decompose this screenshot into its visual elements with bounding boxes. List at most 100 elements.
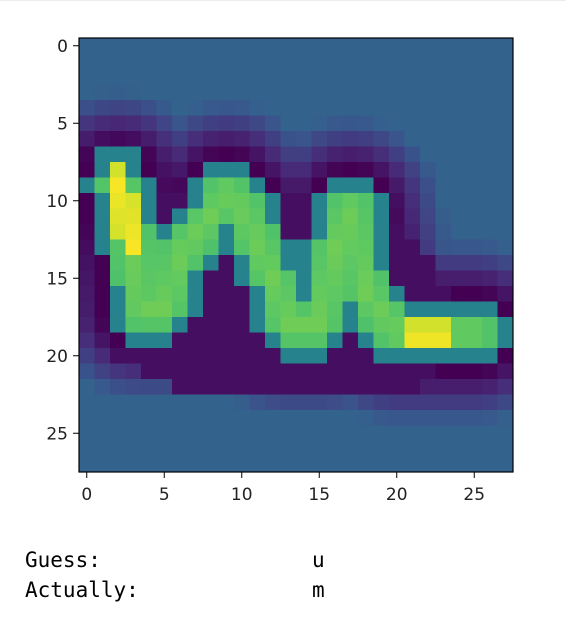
heatmap-cell (249, 394, 266, 411)
heatmap-cell (280, 193, 297, 209)
heatmap-cell (420, 208, 436, 225)
heatmap-cell (342, 115, 359, 132)
heatmap-cell (249, 208, 266, 225)
heatmap-cell (482, 425, 498, 442)
heatmap-cell (296, 146, 312, 163)
heatmap-cell (466, 69, 483, 85)
heatmap-cell (342, 425, 359, 442)
heatmap-cell (156, 379, 173, 395)
heatmap-cell (141, 348, 157, 364)
heatmap-cell (280, 146, 297, 163)
heatmap-cell (203, 301, 219, 318)
heatmap-cell (94, 162, 111, 178)
heatmap-cell (311, 425, 328, 442)
heatmap-cell (110, 38, 126, 54)
heatmap-cell (451, 410, 467, 426)
heatmap-cell (296, 286, 312, 302)
heatmap-cell (420, 456, 436, 473)
heatmap-cell (234, 410, 250, 426)
heatmap-cell (497, 332, 514, 349)
heatmap-cell (172, 193, 188, 209)
heatmap-cell (296, 363, 312, 380)
heatmap-cell (358, 301, 374, 318)
heatmap-cell (110, 224, 126, 240)
heatmap-cell (389, 301, 405, 318)
heatmap-cell (311, 146, 328, 163)
heatmap-cell (110, 410, 126, 426)
heatmap-cell (141, 84, 157, 101)
heatmap-cell (296, 224, 312, 240)
heatmap-cell (466, 193, 483, 209)
heatmap-cell (187, 162, 204, 178)
heatmap-cell (296, 332, 312, 349)
heatmap-cell (435, 363, 452, 380)
heatmap-cell (451, 193, 467, 209)
heatmap-cell (404, 394, 421, 411)
heatmap-cell (280, 441, 297, 457)
heatmap-cell (389, 286, 405, 302)
heatmap-cell (156, 208, 173, 225)
heatmap-cell (187, 193, 204, 209)
heatmap-cell (234, 100, 250, 116)
heatmap-cell (327, 162, 343, 178)
heatmap-cell (389, 456, 405, 473)
heatmap-cell (296, 193, 312, 209)
heatmap-cell (203, 270, 219, 287)
heatmap-cell (265, 146, 281, 163)
heatmap-cell (234, 332, 250, 349)
heatmap-cell (203, 239, 219, 256)
heatmap-cell (110, 270, 126, 287)
heatmap-cell (342, 131, 359, 147)
heatmap-cell (435, 239, 452, 256)
heatmap-cell (265, 348, 281, 364)
heatmap-cell (94, 193, 111, 209)
heatmap-cell (342, 69, 359, 85)
heatmap-cell (110, 425, 126, 442)
heatmap-cell (156, 162, 173, 178)
heatmap-cell (311, 456, 328, 473)
heatmap-cell (311, 162, 328, 178)
heatmap-cell (125, 177, 142, 194)
heatmap-cell (265, 239, 281, 256)
heatmap-cell (342, 146, 359, 163)
heatmap-cell (187, 348, 204, 364)
heatmap-cell (451, 224, 467, 240)
heatmap-cell (94, 425, 111, 442)
heatmap-cell (79, 69, 95, 85)
heatmap-cell (466, 208, 483, 225)
heatmap-cell (203, 146, 219, 163)
heatmap-cell (373, 69, 390, 85)
heatmap-cell (125, 255, 142, 271)
heatmap-cell (451, 100, 467, 116)
heatmap-cell (497, 348, 514, 364)
heatmap-cell (141, 131, 157, 147)
heatmap-cell (218, 69, 235, 85)
heatmap-cell (156, 115, 173, 132)
heatmap-cell (218, 425, 235, 442)
heatmap-cell (234, 441, 250, 457)
heatmap-cell (497, 425, 514, 442)
heatmap-cell (296, 208, 312, 225)
heatmap-cell (249, 193, 266, 209)
heatmap-cell (482, 53, 498, 70)
heatmap-cell (265, 425, 281, 442)
heatmap-cell (311, 208, 328, 225)
heatmap-cell (373, 270, 390, 287)
heatmap-cell (451, 301, 467, 318)
heatmap-cell (358, 410, 374, 426)
heatmap-cell (280, 317, 297, 333)
heatmap-cell (466, 425, 483, 442)
heatmap-cell (249, 317, 266, 333)
heatmap-cell (218, 177, 235, 194)
heatmap-cell (203, 38, 219, 54)
heatmap-cell (373, 425, 390, 442)
heatmap-cell (280, 394, 297, 411)
heatmap-cell (187, 84, 204, 101)
heatmap-cell (389, 115, 405, 132)
heatmap-cell (187, 146, 204, 163)
heatmap-cell (373, 53, 390, 70)
heatmap-cell (79, 456, 95, 473)
heatmap-cell (249, 177, 266, 194)
heatmap-cell (389, 100, 405, 116)
heatmap-cell (94, 348, 111, 364)
